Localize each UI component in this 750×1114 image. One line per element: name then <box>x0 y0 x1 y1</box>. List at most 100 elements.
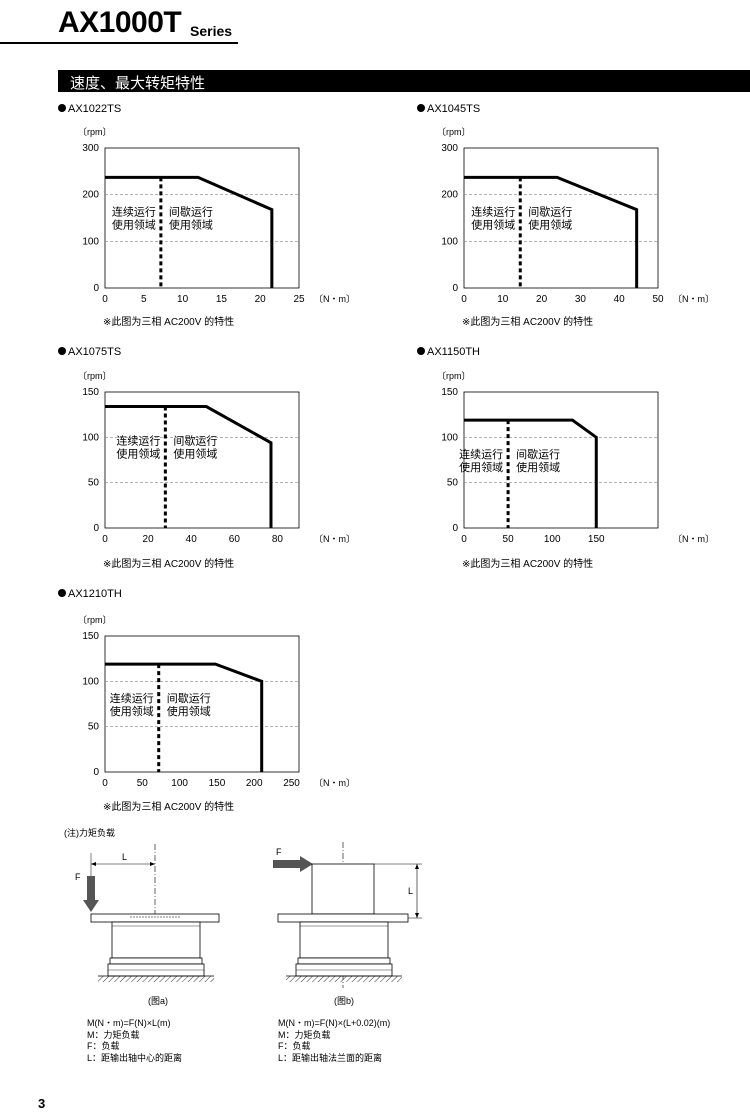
max-torque-curve <box>464 418 598 528</box>
y-tick-label: 0 <box>93 523 99 534</box>
intermittent-region-label-2: 使用领域 <box>173 448 217 461</box>
x-tick-label: 20 <box>536 294 548 305</box>
plot-frame <box>104 635 300 773</box>
force-arrow-right-icon <box>300 856 313 872</box>
x-tick-label: 20 <box>143 534 155 545</box>
force-arrow-down-icon <box>83 900 99 912</box>
figure-b-diagram: F L <box>273 842 422 988</box>
x-tick-label: 150 <box>588 534 605 545</box>
intermittent-region-label-2: 使用领域 <box>167 705 211 718</box>
fig-a-L-label: L <box>122 852 127 862</box>
chart-1-note: ※此图为三相 AC200V 的特性 <box>103 317 235 328</box>
bullet-icon <box>58 589 66 597</box>
x-tick-label: 50 <box>652 294 664 305</box>
x-tick-label: 20 <box>255 294 267 305</box>
x-unit-label: 〔N・m〕 <box>314 778 355 788</box>
intermittent-region-label-1: 间歇运行 <box>528 205 572 218</box>
x-unit-label: 〔N・m〕 <box>314 294 355 304</box>
fig-b-L-label: L <box>408 886 413 896</box>
y-tick-label: 100 <box>82 432 99 443</box>
x-tick-label: 0 <box>461 294 467 305</box>
chart-3-model: AX1075TS <box>58 346 121 358</box>
intermittent-region-label-1: 间歇运行 <box>169 205 213 218</box>
bullet-icon <box>417 347 425 355</box>
chart-ax1022ts: 〔rpm〕 0 100 200 300 0 5 10 15 20 25 〔N・m〕 连续运行使用领域间歇… <box>78 127 355 305</box>
intermittent-region-label-2: 使用领域 <box>516 461 560 474</box>
x-tick-label: 250 <box>283 778 300 789</box>
chart-2-note: ※此图为三相 AC200V 的特性 <box>462 317 594 328</box>
bullet-icon <box>417 104 425 112</box>
x-tick-label: 50 <box>137 778 149 789</box>
y-tick-label: 200 <box>82 190 99 201</box>
section-title: 速度、最大转矩特性 <box>70 74 206 92</box>
y-tick-label: 50 <box>88 478 100 489</box>
x-tick-label: 200 <box>246 778 263 789</box>
page-number: 3 <box>38 1096 46 1111</box>
y-tick-label: 150 <box>82 387 99 398</box>
x-tick-label: 0 <box>102 778 108 789</box>
intermittent-region-label-1: 间歇运行 <box>173 435 217 448</box>
torque-note-heading: (注)力矩负载 <box>64 828 115 838</box>
fig-b-formula: M(N・m)=F(N)×(L+0.02)(m) M：力矩负载 F：负载 L：距输… <box>278 1018 391 1063</box>
chart-4-model: AX1150TH <box>417 346 480 358</box>
y-tick-label: 50 <box>447 478 459 489</box>
y-unit-label: 〔rpm〕 <box>437 127 471 137</box>
torque-load-diagrams: L F F L (图a) (图b) <box>75 842 422 1006</box>
intermittent-region-label-2: 使用领域 <box>528 218 572 231</box>
y-tick-label: 0 <box>93 767 99 778</box>
continuous-region-label-2: 使用领域 <box>116 448 160 461</box>
chart-5-model: AX1210TH <box>58 588 122 600</box>
chart-ax1045ts: 〔rpm〕 0 100 200 300 0 10 20 30 40 50 〔N・m〕 连续运行使用领域间… <box>437 127 714 305</box>
y-tick-label: 200 <box>441 190 458 201</box>
chart-4-note: ※此图为三相 AC200V 的特性 <box>462 559 594 570</box>
y-tick-label: 150 <box>82 631 99 642</box>
page-title: AX1000T <box>58 6 182 39</box>
series-label: Series <box>190 23 233 39</box>
fig-a-formula: M(N・m)=F(N)×L(m) M：力矩负载 F：负载 L：距输出轴中心的距离 <box>87 1018 183 1063</box>
chart-5-note: ※此图为三相 AC200V 的特性 <box>103 802 235 813</box>
figure-a-diagram: L F <box>75 844 220 982</box>
x-tick-label: 40 <box>614 294 626 305</box>
continuous-region-label-1: 连续运行 <box>110 691 154 705</box>
plot-frame <box>463 391 659 529</box>
x-tick-label: 150 <box>209 778 226 789</box>
plot-frame <box>104 147 300 289</box>
continuous-region-label-1: 连续运行 <box>471 204 515 218</box>
x-tick-label: 0 <box>102 294 108 305</box>
x-tick-label: 30 <box>575 294 587 305</box>
x-tick-label: 10 <box>177 294 189 305</box>
chart-1-model: AX1022TS <box>58 103 121 115</box>
fig-b-F-label: F <box>276 847 282 857</box>
fig-a-F-label: F <box>75 872 81 882</box>
max-torque-curve <box>464 175 639 288</box>
x-tick-label: 50 <box>503 534 515 545</box>
x-unit-label: 〔N・m〕 <box>673 294 714 304</box>
x-tick-label: 100 <box>544 534 561 545</box>
y-tick-label: 0 <box>452 523 458 534</box>
continuous-region-label-1: 连续运行 <box>112 204 156 218</box>
y-unit-label: 〔rpm〕 <box>78 615 112 625</box>
x-unit-label: 〔N・m〕 <box>314 534 355 544</box>
continuous-region-label-2: 使用领域 <box>112 218 156 231</box>
y-tick-label: 150 <box>441 387 458 398</box>
fig-b-caption: (图b) <box>334 996 354 1006</box>
x-tick-label: 25 <box>293 294 305 305</box>
y-unit-label: 〔rpm〕 <box>78 371 112 381</box>
max-torque-curve <box>105 405 273 528</box>
bullet-icon <box>58 104 66 112</box>
y-unit-label: 〔rpm〕 <box>437 371 471 381</box>
y-tick-label: 300 <box>441 143 458 154</box>
x-tick-label: 60 <box>229 534 241 545</box>
chart-2-model: AX1045TS <box>417 103 480 115</box>
title-rule <box>0 42 238 44</box>
intermittent-region-label-2: 使用领域 <box>169 218 213 231</box>
x-tick-label: 5 <box>141 294 147 305</box>
chart-ax1075ts: 〔rpm〕 0 50 100 150 0 20 40 60 80 〔N・m〕 连续运行使用领域间歇运行… <box>78 371 355 545</box>
x-tick-label: 15 <box>216 294 228 305</box>
y-tick-label: 300 <box>82 143 99 154</box>
max-torque-curve <box>105 175 274 288</box>
y-tick-label: 100 <box>82 676 99 687</box>
continuous-region-label-2: 使用领域 <box>110 705 154 718</box>
x-tick-label: 80 <box>272 534 284 545</box>
continuous-region-label-2: 使用领域 <box>471 218 515 231</box>
